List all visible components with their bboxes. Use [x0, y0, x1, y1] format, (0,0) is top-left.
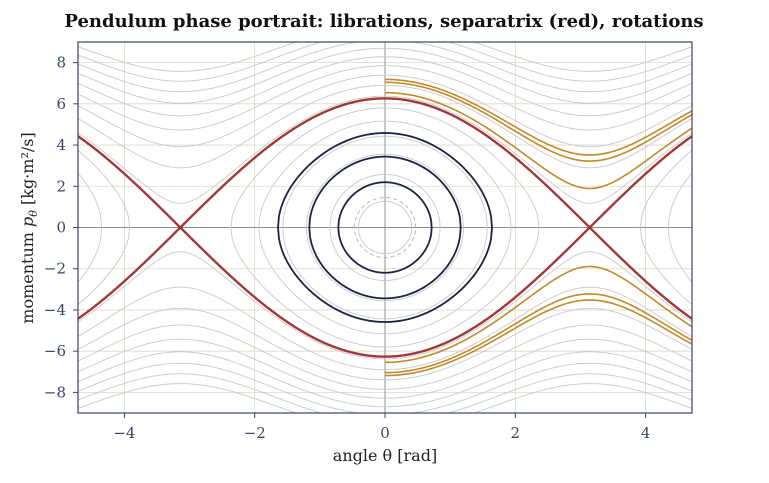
rotation-orbit-upper [385, 91, 692, 190]
background-contour [691, 222, 692, 233]
y-axis-label-symbol: p [18, 217, 37, 227]
background-contour [282, 135, 488, 320]
background-contour-lower [78, 286, 692, 371]
background-contour-upper [78, 42, 692, 93]
y-tick-label: 8 [56, 54, 66, 72]
background-contour [357, 200, 413, 255]
x-tick-label: 0 [380, 424, 390, 442]
x-tick-label: −4 [113, 424, 135, 442]
y-axis-label-unit: [kg·m²/s] [18, 132, 37, 210]
y-axis-label-text: momentum [18, 227, 37, 324]
background-contour [230, 107, 540, 348]
separatrix-lower [78, 226, 692, 358]
background-contour-upper [78, 65, 692, 131]
chart-title: Pendulum phase portrait: librations, sep… [64, 11, 703, 32]
y-axis-label: momentum pθ [kg·m²/s] [18, 132, 40, 323]
background-contour-lower [78, 324, 692, 390]
y-tick-label: −4 [44, 301, 66, 319]
libration-orbit [277, 132, 493, 323]
background-contour-upper [78, 74, 692, 148]
x-tick-label: −2 [244, 424, 266, 442]
y-tick-label: 0 [56, 219, 66, 237]
background-contour-upper [78, 84, 692, 169]
background-contour-upper [78, 42, 692, 82]
y-axis-label-subscript: θ [27, 210, 40, 217]
background-contour-lower [78, 338, 692, 399]
x-tick-label: 2 [511, 424, 521, 442]
libration-orbit [337, 181, 433, 274]
background-contour [258, 120, 512, 335]
background-contour [78, 222, 79, 233]
rotation-orbit-upper [385, 78, 692, 156]
background-contour [329, 174, 441, 281]
data-layer [0, 42, 769, 413]
rotation-orbit-lower [385, 299, 692, 377]
x-axis-label: angle θ [rad] [333, 446, 437, 465]
background-contour [78, 149, 131, 306]
y-tick-label: −8 [44, 383, 66, 401]
background-contour-lower [78, 351, 692, 408]
background-contour-lower [78, 383, 692, 413]
background-contour [0, 201, 2, 253]
background-contour [78, 172, 103, 283]
y-tick-label: 2 [56, 177, 66, 195]
axis-ticks: −4 −2 0 2 4 −8 −6 −4 −2 0 2 4 6 8 [44, 54, 651, 442]
y-tick-label: −2 [44, 260, 66, 278]
y-tick-label: 6 [56, 95, 66, 113]
background-contour-lower [78, 251, 692, 360]
background-contour [716, 154, 769, 300]
background-contour-upper [78, 95, 692, 204]
background-contour [305, 153, 465, 302]
rotation-orbit-lower [385, 265, 692, 364]
rotation-orbit-lower [385, 293, 692, 374]
dashed-orbit [353, 196, 417, 259]
rotation-orbit-upper [385, 81, 692, 162]
y-tick-label: −6 [44, 342, 66, 360]
x-tick-label: 4 [641, 424, 651, 442]
background-contour-lower [78, 373, 692, 413]
background-contour-lower [78, 307, 692, 381]
background-contour-upper [78, 42, 692, 72]
background-contour-upper [78, 56, 692, 117]
background-contour-lower [78, 362, 692, 413]
y-tick-label: 4 [56, 136, 66, 154]
background-contour-upper [78, 47, 692, 104]
libration-orbit [308, 155, 462, 300]
background-contour [739, 174, 769, 280]
